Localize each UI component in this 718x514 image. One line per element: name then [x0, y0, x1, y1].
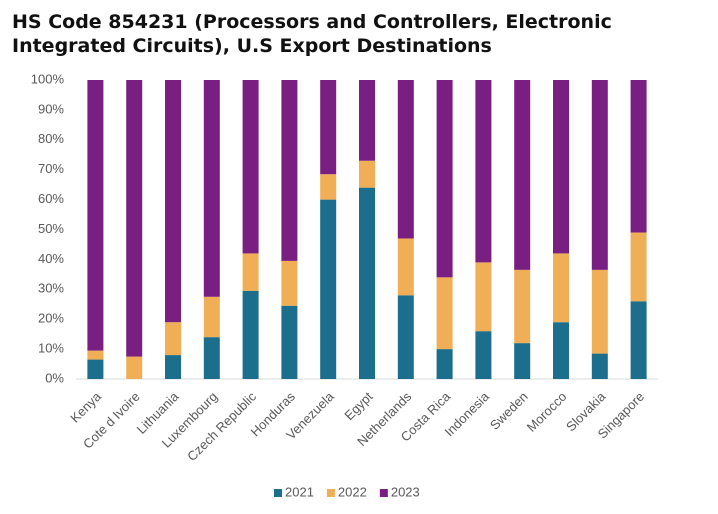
legend-label: 2023 — [391, 484, 420, 499]
bar-segment — [553, 253, 569, 323]
bar-segment — [359, 160, 375, 188]
legend-label: 2022 — [338, 484, 367, 499]
x-tick-label: Sweden — [487, 389, 531, 433]
bar-segment — [475, 262, 492, 332]
y-tick-label: 60% — [38, 191, 64, 206]
y-tick-label: 90% — [38, 101, 64, 116]
bar-segment — [87, 80, 104, 351]
bar-segment — [320, 80, 337, 175]
bar-segment — [514, 269, 531, 344]
bar-segment — [242, 290, 259, 379]
y-tick-label: 100% — [31, 71, 65, 86]
bar-segment — [436, 80, 453, 278]
bar-segment — [87, 350, 104, 360]
bar-segment — [126, 356, 143, 379]
bar-segment — [281, 260, 298, 306]
bar-segment — [514, 80, 531, 270]
bar-segment — [359, 80, 375, 161]
bar-segment — [475, 331, 492, 379]
bar-segment — [436, 349, 453, 379]
bar-segment — [165, 322, 181, 356]
legend-swatch — [326, 489, 335, 497]
bar-segment — [397, 238, 414, 296]
bar-segment — [203, 296, 220, 338]
y-tick-label: 10% — [38, 341, 64, 356]
bar-segment — [203, 80, 220, 297]
bar-segment — [165, 355, 181, 379]
bar-segment — [87, 359, 104, 379]
x-tick-label: Morocco — [524, 389, 570, 435]
bar-segment — [126, 80, 143, 357]
bar-segment — [242, 253, 259, 291]
y-tick-label: 70% — [38, 161, 64, 176]
bar-segment — [242, 80, 259, 254]
bar-segment — [591, 353, 608, 379]
y-tick-label: 20% — [38, 311, 64, 326]
bar-segment — [165, 80, 181, 323]
y-tick-label: 30% — [38, 281, 64, 296]
legend-swatch — [379, 489, 388, 497]
bar-segment — [553, 80, 569, 254]
x-tick-label: Egypt — [341, 389, 375, 423]
bar-segment — [591, 269, 608, 354]
bar-segment — [359, 187, 375, 379]
bar-segment — [320, 199, 337, 379]
legend-label: 2021 — [285, 484, 314, 499]
bar-segment — [320, 174, 337, 200]
x-tick-label: Czech Republic — [184, 389, 259, 464]
bar-segment — [553, 322, 569, 379]
legend-swatch — [274, 489, 282, 497]
y-tick-label: 0% — [45, 370, 64, 385]
bar-segment — [630, 80, 647, 233]
y-tick-label: 80% — [38, 131, 64, 146]
bar-segment — [397, 80, 414, 239]
bar-segment — [591, 80, 608, 270]
bar-segment — [630, 301, 647, 379]
bar-segment — [475, 80, 492, 263]
y-tick-label: 50% — [38, 221, 64, 236]
bar-segment — [281, 80, 298, 261]
bar-segment — [203, 337, 220, 379]
bar-segment — [514, 343, 531, 379]
x-tick-label: Kenya — [67, 388, 104, 425]
bar-segment — [281, 305, 298, 379]
bar-segment — [397, 295, 414, 379]
bar-segment — [436, 277, 453, 350]
chart-title: HS Code 854231 (Processors and Controlle… — [12, 11, 612, 57]
y-tick-label: 40% — [38, 251, 64, 266]
bar-segment — [630, 232, 647, 302]
